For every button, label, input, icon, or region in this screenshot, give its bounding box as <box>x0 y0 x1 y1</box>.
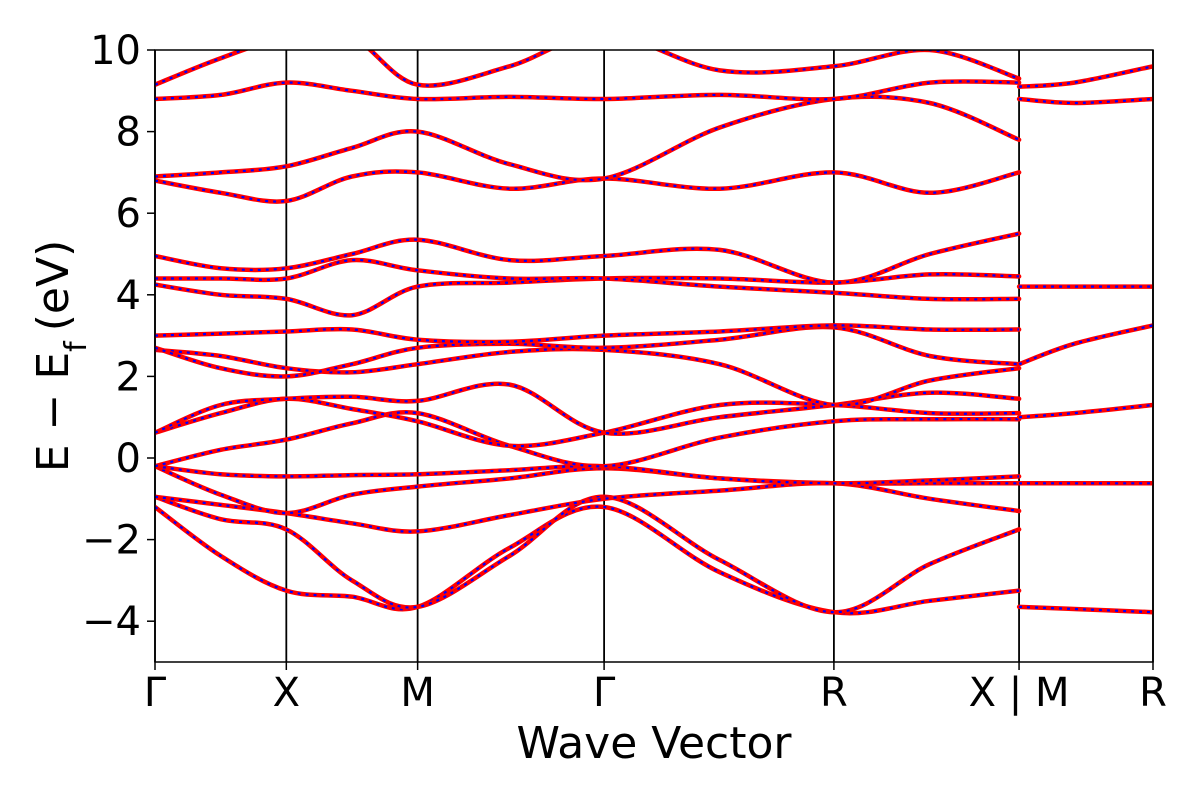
band-line <box>1016 64 1153 89</box>
x-tick-label: X <box>273 670 300 716</box>
x-tick-label: M <box>400 670 435 716</box>
y-tick-label: 8 <box>116 110 141 156</box>
band-line-dashed <box>155 411 1020 468</box>
x-tick-label: X | M <box>969 670 1070 716</box>
band-line-dashed <box>155 495 1020 614</box>
y-tick-label: −2 <box>82 518 141 564</box>
band-line-dashed <box>155 505 1020 615</box>
band-line-dashed <box>155 464 1020 485</box>
x-axis-ticks: Γ X M Γ R X | M R <box>144 662 1167 716</box>
band-line-dashed <box>155 324 1020 344</box>
x-tick-label: Γ <box>593 670 616 716</box>
band-line-dashed <box>155 465 1020 515</box>
band-line-dashed <box>155 80 1020 101</box>
band-line-dashed <box>155 232 1020 284</box>
band-line-dashed <box>155 170 1020 203</box>
y-tick-label: 6 <box>116 191 141 237</box>
y-tick-label: 0 <box>116 436 141 482</box>
y-axis-ticks: −4 −2 0 2 4 6 8 10 <box>82 28 155 645</box>
band-line-dashed <box>155 347 1020 407</box>
y-tick-label: 2 <box>116 354 141 400</box>
band-line-dashed <box>155 325 1020 378</box>
y-axis-title: E − Ef (eV) <box>28 240 94 473</box>
x-tick-label: Γ <box>144 670 167 716</box>
band-line <box>1016 604 1153 615</box>
band-line <box>155 50 1022 88</box>
band-line-dashed <box>155 273 1020 317</box>
y-tick-label: 4 <box>116 273 141 319</box>
band-line <box>1016 402 1153 420</box>
y-axis-title-subscript: f <box>59 340 94 352</box>
band-line-dashed <box>155 382 1020 435</box>
band-lines <box>155 50 1153 616</box>
y-tick-label: 10 <box>90 28 141 74</box>
y-tick-label: −4 <box>82 599 141 645</box>
plot-frame <box>154 49 1154 663</box>
x-tick-label: R <box>820 670 848 716</box>
band-line <box>1016 96 1153 106</box>
y-axis-title-main: E − E <box>28 352 79 472</box>
x-tick-label: R <box>1139 670 1167 716</box>
band-line-dashed <box>1018 324 1153 366</box>
band-line-dashed <box>155 258 1020 301</box>
y-axis-title-unit: (eV) <box>28 240 79 332</box>
x-axis-title: Wave Vector <box>517 718 793 769</box>
